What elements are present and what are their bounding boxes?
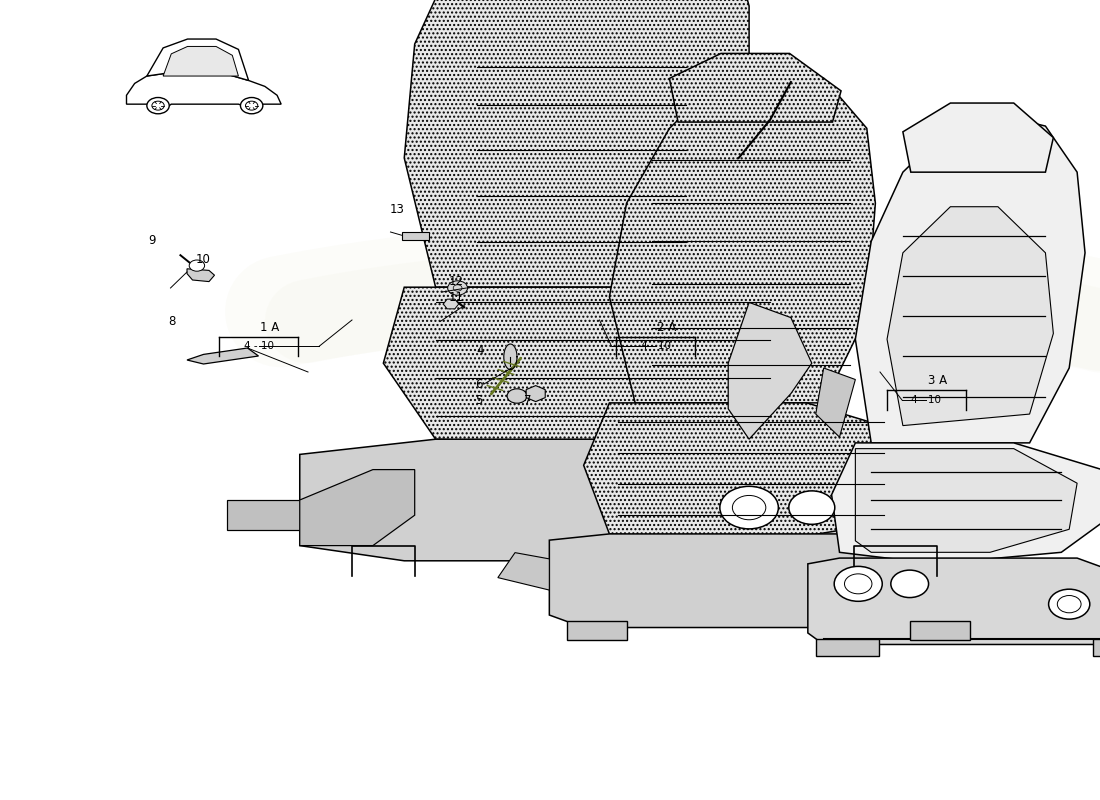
Polygon shape <box>384 287 812 446</box>
Polygon shape <box>443 299 459 309</box>
Text: 1 A: 1 A <box>260 321 279 334</box>
Polygon shape <box>299 439 895 561</box>
Circle shape <box>147 98 169 114</box>
Circle shape <box>891 570 928 598</box>
Polygon shape <box>498 553 549 590</box>
Polygon shape <box>832 443 1100 564</box>
Polygon shape <box>584 403 927 540</box>
Polygon shape <box>807 558 1100 645</box>
Circle shape <box>789 491 835 524</box>
Text: 4 - 10: 4 - 10 <box>243 342 274 351</box>
Text: 7: 7 <box>524 394 531 406</box>
Text: 4 - 10: 4 - 10 <box>640 342 671 351</box>
Polygon shape <box>856 114 1085 443</box>
Circle shape <box>448 281 468 295</box>
Circle shape <box>189 260 205 271</box>
Polygon shape <box>147 39 249 81</box>
Text: 12: 12 <box>449 275 464 288</box>
Polygon shape <box>816 368 856 437</box>
Text: 13: 13 <box>389 203 405 216</box>
Circle shape <box>719 486 779 529</box>
Circle shape <box>1048 589 1090 619</box>
Polygon shape <box>816 638 879 656</box>
Text: 5: 5 <box>475 394 483 406</box>
Polygon shape <box>566 622 627 640</box>
Polygon shape <box>728 302 812 439</box>
Circle shape <box>241 98 263 114</box>
Text: 2 A: 2 A <box>657 321 676 334</box>
Polygon shape <box>504 344 517 370</box>
Polygon shape <box>874 500 979 530</box>
Text: 4 - 10: 4 - 10 <box>911 395 942 405</box>
Polygon shape <box>227 500 299 530</box>
Polygon shape <box>299 470 415 546</box>
Polygon shape <box>903 103 1054 172</box>
Polygon shape <box>549 534 978 627</box>
Text: 10: 10 <box>196 253 211 266</box>
Text: eurspares: eurspares <box>648 165 980 379</box>
Text: 6: 6 <box>475 378 483 390</box>
Text: 9: 9 <box>148 234 156 246</box>
Circle shape <box>834 566 882 602</box>
Polygon shape <box>887 206 1054 426</box>
Polygon shape <box>1093 638 1100 656</box>
Polygon shape <box>526 386 546 402</box>
Polygon shape <box>402 232 429 240</box>
Circle shape <box>507 389 527 403</box>
Polygon shape <box>670 54 842 122</box>
Polygon shape <box>609 66 876 403</box>
Polygon shape <box>405 0 749 287</box>
Text: 3 A: 3 A <box>927 374 947 387</box>
Polygon shape <box>163 46 239 76</box>
Polygon shape <box>187 269 214 282</box>
Text: 8: 8 <box>168 315 176 328</box>
Text: 4: 4 <box>476 344 484 357</box>
Text: a passion for parts since 1985: a passion for parts since 1985 <box>640 325 900 475</box>
Polygon shape <box>187 348 258 364</box>
Text: 11: 11 <box>449 291 464 304</box>
Polygon shape <box>910 622 970 640</box>
Polygon shape <box>856 449 1077 552</box>
Polygon shape <box>126 72 282 109</box>
